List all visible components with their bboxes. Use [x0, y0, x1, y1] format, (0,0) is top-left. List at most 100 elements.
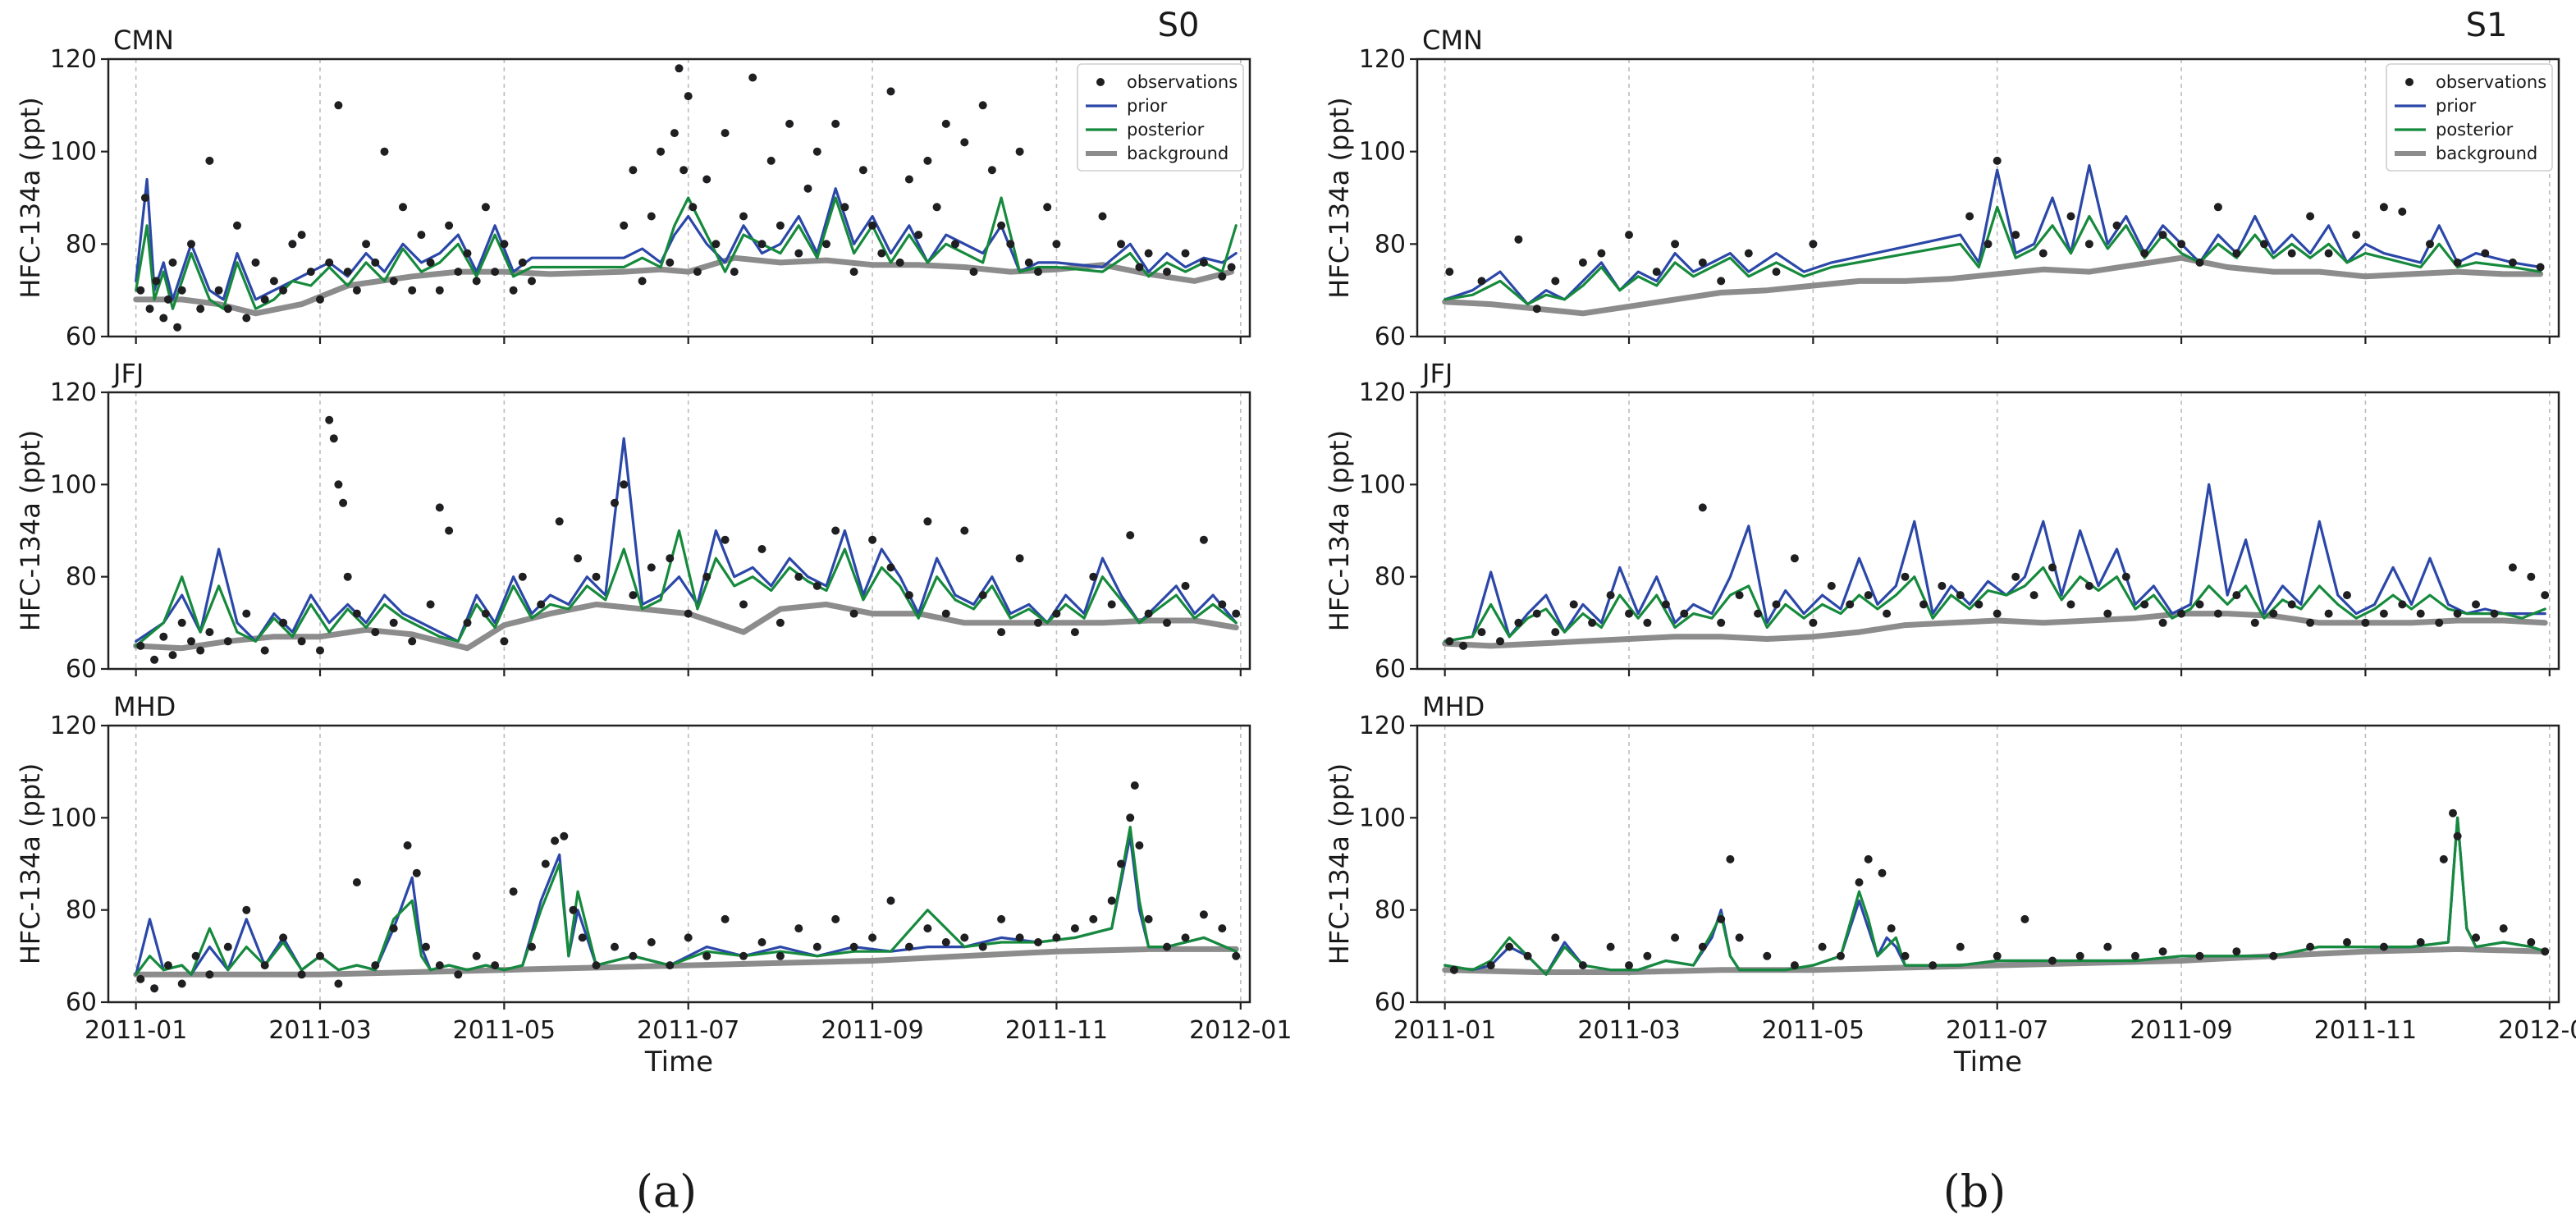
chart-a-mhd-observation-point: [435, 961, 444, 970]
chart-a-mhd-ylabel: HFC-134a (ppt): [15, 763, 46, 964]
chart-a-cmn-observation-point: [205, 156, 214, 165]
chart-a-mhd-observation-point: [1070, 924, 1079, 933]
chart-a-cmn-ytick-label-3: 120: [50, 45, 97, 74]
chart-b-jfj-observation-point: [1974, 600, 1983, 609]
chart-b-cmn-observation-point: [1578, 258, 1587, 267]
chart-a-mhd-observation-point: [702, 951, 711, 960]
chart-b-jfj-observation-point: [1680, 609, 1689, 618]
chart-b-jfj-observation-point: [1514, 618, 1523, 627]
chart-b-cmn-legend: observations prior posterior background: [2386, 63, 2553, 172]
chart-a-cmn-observation-point: [306, 268, 315, 277]
chart-a-mhd-observation-point: [136, 974, 145, 983]
chart-b-mhd-observation-point: [2158, 947, 2167, 956]
chart-b-jfj-observation-point: [2398, 600, 2407, 609]
chart-b-jfj-observation-point: [2084, 581, 2093, 590]
chart-a-mhd-observation-point: [923, 924, 932, 933]
chart-a-jfj-observation-point: [1144, 609, 1153, 618]
chart-a-mhd-observation-point: [371, 961, 380, 970]
chart-b-cmn-observation-point: [2011, 231, 2020, 240]
chart-b-cmn-ytick-label-0: 60: [1375, 323, 1406, 351]
chart-a-mhd-observation-point: [592, 961, 601, 970]
chart-a-cmn-observation-point: [316, 295, 324, 304]
chart-b-mhd-observation-point: [1864, 854, 1873, 863]
chart-b-cmn-observation-point: [2453, 258, 2462, 267]
chart-b-mhd-observation-point: [2379, 942, 2388, 951]
chart-b-cmn-legend-box: [2386, 63, 2553, 172]
chart-a-cmn-ytick-label-0: 60: [66, 323, 97, 351]
chart-b-cmn-observation-point: [2398, 207, 2407, 216]
chart-b-jfj-ylabel: HFC-134a (ppt): [1324, 430, 1355, 631]
chart-b-mhd-observation-point: [2416, 938, 2425, 946]
chart-a-cmn-observation-point: [766, 156, 776, 165]
chart-a-cmn-observation-point: [1024, 258, 1033, 267]
chart-a-cmn-legend-label-background: background: [1127, 144, 1229, 163]
chart-b-mhd-observation-point: [1763, 951, 1772, 960]
chart-b-mhd-observation-point: [2103, 942, 2112, 951]
chart-a-mhd-observation-point: [1126, 813, 1135, 822]
chart-a-mhd-observation-point: [812, 942, 821, 951]
chart-b-mhd-observation-point: [1993, 951, 2002, 960]
chart-a-jfj-observation-point: [445, 526, 454, 535]
chart-a-cmn-observation-point: [463, 249, 472, 258]
chart-a-cmn-observation-point: [454, 268, 463, 277]
chart-a-cmn-observation-point: [730, 268, 739, 277]
chart-a-jfj-observation-point: [647, 563, 656, 572]
chart-b-cmn-observation-point: [1532, 305, 1541, 314]
chart-b-jfj-observation-point: [1496, 637, 1504, 646]
chart-b-mhd-observation-point: [2439, 854, 2448, 863]
chart-a-cmn-observation-point: [684, 92, 693, 101]
chart-a-mhd-ytick-label-1: 80: [66, 896, 97, 925]
chart-a-jfj-observation-point: [721, 535, 730, 544]
chart-b-cmn-legend-label-posterior: posterior: [2436, 120, 2514, 140]
chart-a-mhd-observation-point: [1034, 938, 1042, 946]
chart-a-mhd-xtick-label-4: 2011-09: [821, 1016, 923, 1045]
chart-b-cmn-legend-label-prior: prior: [2436, 96, 2477, 116]
chart-a-cmn-observation-point: [868, 221, 877, 230]
chart-a-jfj-observation-point: [500, 637, 509, 646]
chart-b-jfj-observation-point: [1883, 609, 1892, 618]
chart-a-cmn-observation-point: [325, 258, 334, 267]
chart-a-mhd-observation-point: [260, 961, 269, 970]
chart-a-mhd-background-line: [133, 946, 1239, 978]
chart-b-mhd-ytick-label-2: 100: [1359, 804, 1406, 832]
chart-a-mhd-xtick-label-0: 2011-01: [85, 1016, 187, 1045]
chart-b-cmn-observation-point: [1514, 235, 1523, 244]
chart-b-cmn-ytick-label-2: 100: [1359, 138, 1406, 167]
chart-a-jfj-observation-point: [997, 628, 1006, 637]
chart-b-jfj-ytick-label-3: 120: [1359, 378, 1406, 407]
chart-b-jfj-observation-point: [1569, 600, 1578, 609]
chart-a-cmn-observation-point: [638, 277, 647, 286]
chart-a-mhd-observation-point: [352, 878, 361, 886]
chart-a-mhd-axes-frame: [107, 724, 1251, 1004]
chart-a-cmn-background-line: [133, 254, 1235, 317]
chart-b-cmn-observation-point: [1983, 240, 1993, 249]
chart-a-mhd-observation-point: [978, 942, 987, 951]
chart-b-mhd-observation-point: [1956, 942, 1965, 951]
chart-a-jfj-observation-point: [923, 517, 932, 526]
chart-a-cmn-observation-point: [380, 147, 389, 156]
chart-a-cmn-observation-point: [362, 240, 371, 249]
chart-a-jfj-observation-point: [776, 618, 785, 627]
chart-a-jfj-observation-point: [136, 641, 145, 650]
chart-a-cmn-observation-point: [260, 295, 269, 304]
chart-a-cmn-observation-point: [145, 305, 154, 314]
chart-a-cmn-observation-point: [803, 184, 812, 193]
chart-b-jfj-observation-point: [2287, 600, 2296, 609]
chart-b-mhd-observation-point: [1901, 951, 1910, 960]
chart-b-jfj-observation-point: [2527, 572, 2536, 581]
chart-b-mhd-observation-point: [1643, 951, 1652, 960]
chart-b-jfj-ytick-label-1: 80: [1375, 563, 1406, 592]
chart-b-jfj-observation-point: [1551, 628, 1560, 637]
chart-a-cmn-observation-point: [297, 231, 306, 240]
chart-b-jfj-observation-point: [2269, 609, 2278, 618]
chart-b-cmn-observation-point: [2536, 263, 2545, 272]
chart-a-mhd-station-label: MHD: [113, 691, 176, 722]
chart-a-jfj-observation-point: [334, 480, 343, 489]
chart-a-cmn-observation-point: [509, 286, 518, 295]
chart-b-jfj-observation-point: [1588, 618, 1597, 627]
chart-b-mhd-observation-point: [2269, 951, 2278, 960]
chart-b-jfj-observation-point: [1717, 618, 1726, 627]
chart-b-jfj-observation-point: [1993, 609, 2002, 618]
chart-a-cmn-observation-point: [647, 212, 656, 221]
